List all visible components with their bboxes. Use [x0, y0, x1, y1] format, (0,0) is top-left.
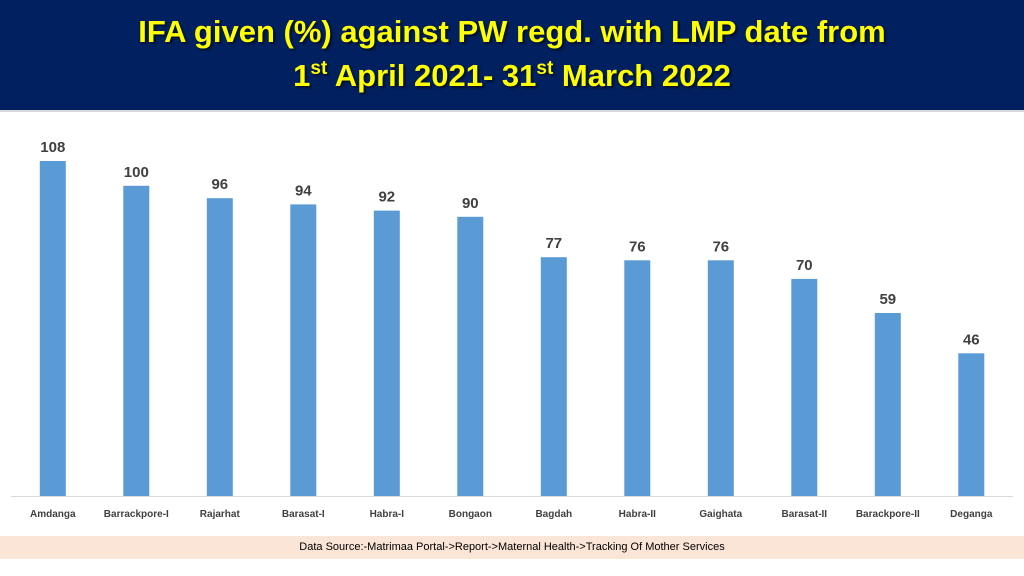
- data-label-barasat-ii: 70: [796, 257, 813, 274]
- tick-label-gaighata: Gaighata: [699, 509, 742, 520]
- data-label-rajarhat: 96: [211, 176, 228, 193]
- bar-gaighata: [707, 260, 734, 496]
- tick-label-amdanga: Amdanga: [30, 509, 76, 520]
- title-banner: IFA given (%) against PW regd. with LMP …: [0, 0, 1024, 112]
- tick-label-rajarhat: Rajarhat: [200, 509, 241, 520]
- bar-rajarhat: [206, 198, 233, 496]
- data-source-footer: Data Source:-Matrimaa Portal->Report->Ma…: [0, 536, 1024, 559]
- title-sup-1: st: [310, 58, 328, 79]
- bar-amdanga: [39, 161, 66, 496]
- data-label-deganga: 46: [963, 331, 980, 348]
- title-sup-2: st: [536, 58, 554, 79]
- title-end: March 2022: [553, 58, 731, 93]
- data-label-barasat-i: 94: [295, 182, 312, 199]
- tick-label-habra-i: Habra-I: [370, 509, 405, 520]
- data-label-bagdah: 77: [545, 235, 562, 252]
- data-label-habra-ii: 76: [629, 238, 646, 255]
- title-line-2: 1st April 2021- 31st March 2022: [0, 54, 1024, 98]
- bar-bagdah: [540, 257, 567, 496]
- bar-habra-ii: [624, 260, 651, 496]
- bar-habra-i: [373, 210, 400, 496]
- tick-label-deganga: Deganga: [950, 509, 993, 520]
- tick-label-barackpore-ii: Barackpore-II: [856, 509, 920, 520]
- tick-label-barrackpore-i: Barrackpore-I: [104, 509, 169, 520]
- tick-label-bagdah: Bagdah: [535, 509, 572, 520]
- tick-label-barasat-i: Barasat-I: [282, 509, 325, 520]
- data-label-amdanga: 108: [40, 139, 65, 156]
- data-label-bongaon: 90: [462, 195, 479, 212]
- bar-barackpore-ii: [874, 313, 901, 496]
- data-label-habra-i: 92: [378, 189, 395, 206]
- tick-label-barasat-ii: Barasat-II: [782, 509, 828, 520]
- data-label-barackpore-ii: 59: [879, 291, 896, 308]
- bar-barasat-ii: [791, 278, 818, 496]
- bar-chart: 108 Amdanga 100 Barrackpore-I 96 Rajarhat 94 Ba…: [11, 139, 1013, 520]
- bar-deganga: [958, 353, 985, 496]
- slide-title: IFA given (%) against PW regd. with LMP …: [0, 10, 1024, 98]
- title-num-1: 1: [293, 58, 311, 93]
- bar-bongaon: [457, 216, 484, 497]
- data-label-gaighata: 76: [712, 238, 729, 255]
- tick-label-habra-ii: Habra-II: [619, 509, 656, 520]
- title-mid: April 2021- 31: [327, 58, 537, 93]
- bar-barrackpore-i: [123, 185, 150, 497]
- bar-barasat-i: [290, 204, 317, 496]
- data-label-barrackpore-i: 100: [124, 164, 149, 181]
- tick-label-bongaon: Bongaon: [449, 509, 492, 520]
- title-line-1: IFA given (%) against PW regd. with LMP …: [138, 14, 886, 49]
